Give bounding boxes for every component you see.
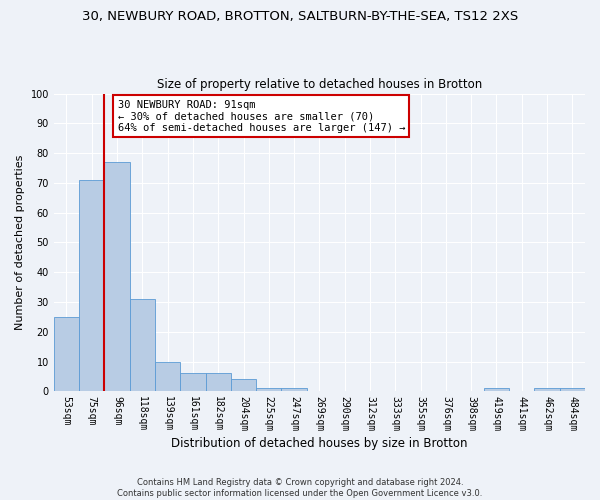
Bar (54, 317, 79, 392)
Title: Size of property relative to detached houses in Brotton: Size of property relative to detached ho… (157, 78, 482, 91)
Bar (155, 362, 180, 392)
Bar (256, 388, 281, 392)
Bar (79, 180, 104, 392)
Bar (206, 374, 231, 392)
Bar (130, 299, 155, 392)
Y-axis label: Number of detached properties: Number of detached properties (15, 155, 25, 330)
Bar (180, 374, 206, 392)
Bar (560, 388, 585, 392)
Bar (231, 380, 256, 392)
Bar (281, 388, 307, 392)
Bar (535, 388, 560, 392)
Text: Contains HM Land Registry data © Crown copyright and database right 2024.
Contai: Contains HM Land Registry data © Crown c… (118, 478, 482, 498)
Text: 30, NEWBURY ROAD, BROTTON, SALTBURN-BY-THE-SEA, TS12 2XS: 30, NEWBURY ROAD, BROTTON, SALTBURN-BY-T… (82, 10, 518, 23)
Text: 30 NEWBURY ROAD: 91sqm
← 30% of detached houses are smaller (70)
64% of semi-det: 30 NEWBURY ROAD: 91sqm ← 30% of detached… (118, 100, 405, 132)
Bar (484, 388, 509, 392)
Bar (104, 162, 130, 392)
X-axis label: Distribution of detached houses by size in Brotton: Distribution of detached houses by size … (171, 437, 467, 450)
